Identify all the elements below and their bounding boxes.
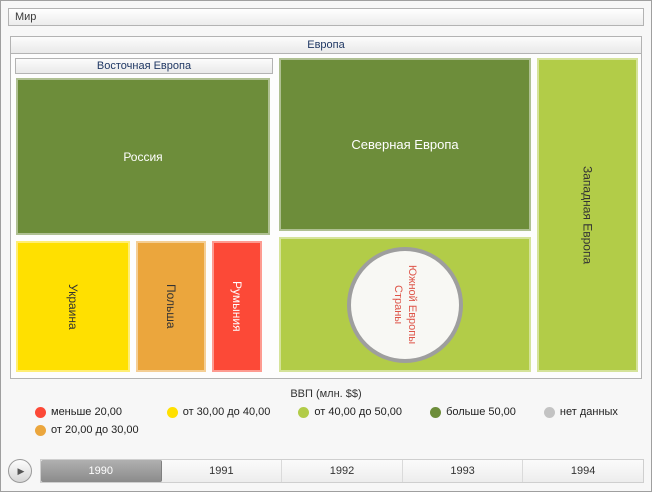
treemap-group-europe-header[interactable]: Европа	[11, 37, 641, 54]
tile-label-western-europe: Западная Европа	[580, 165, 595, 265]
legend-column: больше 50,00	[430, 406, 516, 418]
play-icon: ▶	[17, 465, 25, 476]
legend-dot-darkgreen	[430, 406, 442, 418]
legend-dot-gray	[543, 406, 555, 418]
treemap-tile-ukraine[interactable]: Украина	[16, 241, 130, 372]
europe-title: Европа	[307, 39, 345, 51]
breadcrumb[interactable]: Мир	[8, 8, 644, 26]
legend-label: меньше 20,00	[51, 406, 123, 418]
year-button[interactable]: 1990	[41, 460, 162, 482]
year-button[interactable]: 1992	[282, 460, 403, 482]
treemap-group-eastern: Восточная Европа Россия Украина Польша Р…	[15, 58, 273, 372]
treemap-tile-poland[interactable]: Польша	[136, 241, 206, 372]
treemap-group-eastern-header[interactable]: Восточная Европа	[15, 58, 273, 74]
legend-item: больше 50,00	[430, 406, 516, 418]
treemap-content: Восточная Европа Россия Украина Польша Р…	[11, 54, 641, 378]
treemap-tile-northern-europe[interactable]: Северная Европа	[279, 58, 531, 231]
eastern-title: Восточная Европа	[96, 60, 192, 72]
treemap-tile-romania[interactable]: Румыния	[212, 241, 262, 372]
tile-label-poland: Польша	[164, 284, 178, 329]
tile-label-northern-europe: Северная Европа	[351, 137, 459, 152]
legend-label: от 20,00 до 30,00	[51, 424, 139, 436]
treemap-tile-southern-europe[interactable]: Страны Южной Европы	[279, 237, 531, 372]
tile-label-southern-line2: Южной Европы	[406, 264, 418, 345]
legend-label: нет данных	[559, 406, 618, 418]
treemap-marker-southern-circle[interactable]: Страны Южной Европы	[347, 246, 463, 363]
treemap: Европа Восточная Европа Россия Украина П…	[10, 36, 642, 379]
year-button[interactable]: 1993	[403, 460, 524, 482]
legend-item: от 40,00 до 50,00	[298, 406, 402, 418]
legend-column: от 30,00 до 40,00	[166, 406, 271, 418]
tile-label-ukraine: Украина	[66, 283, 80, 330]
legend-item: от 20,00 до 30,00	[35, 424, 139, 436]
tile-label-russia: Россия	[123, 149, 163, 164]
legend-column: меньше 20,00 от 20,00 до 30,00	[35, 406, 139, 436]
play-button[interactable]: ▶	[8, 459, 32, 483]
legend-item: нет данных	[543, 406, 618, 418]
treemap-tile-russia[interactable]: Россия	[16, 78, 270, 235]
year-button[interactable]: 1994	[570, 465, 596, 477]
legend-item: от 30,00 до 40,00	[166, 406, 271, 418]
tile-label-romania: Румыния	[230, 281, 244, 332]
treemap-tile-western-europe[interactable]: Западная Европа	[537, 58, 638, 372]
legend-label: больше 50,00	[446, 406, 516, 418]
legend-dot-red	[35, 406, 46, 418]
legend-dot-yellow	[166, 406, 178, 418]
year-button[interactable]: 1991	[162, 460, 283, 482]
breadcrumb-label: Мир	[15, 11, 37, 23]
legend-title: ВВП (млн. $$)	[290, 388, 362, 400]
legend-dot-orange	[35, 424, 46, 436]
timeline: ▶ 1990 1991 1992 1993 1994	[8, 458, 644, 484]
legend-column: нет данных	[543, 406, 618, 418]
year-selector: 1990 1991 1992 1993 1994	[40, 459, 644, 483]
legend-column: от 40,00 до 50,00	[298, 406, 402, 418]
legend-item: меньше 20,00	[35, 406, 139, 418]
legend-label: от 30,00 до 40,00	[182, 406, 271, 418]
legend-label: от 40,00 до 50,00	[314, 406, 403, 418]
tile-label-southern-line1: Страны	[392, 284, 404, 325]
legend: ВВП (млн. $$) меньше 20,00 от 20,00 до 3…	[1, 388, 651, 436]
legend-dot-yellowgreen	[298, 406, 310, 418]
legend-items: меньше 20,00 от 20,00 до 30,00 от 30,00 …	[1, 406, 651, 436]
